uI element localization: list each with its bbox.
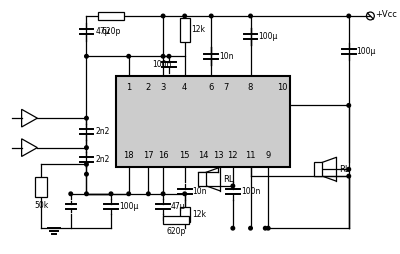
Circle shape bbox=[161, 55, 165, 58]
Text: 6: 6 bbox=[208, 83, 214, 92]
Text: 2n2: 2n2 bbox=[95, 155, 110, 164]
Text: 3: 3 bbox=[160, 83, 166, 92]
Text: 17: 17 bbox=[143, 151, 154, 160]
Circle shape bbox=[69, 192, 72, 196]
Bar bbox=[35, 177, 47, 197]
Text: 10: 10 bbox=[277, 83, 287, 92]
Text: 12k: 12k bbox=[192, 210, 206, 219]
Circle shape bbox=[249, 226, 252, 230]
Text: 14: 14 bbox=[198, 151, 209, 160]
Text: 47µ: 47µ bbox=[171, 202, 186, 211]
Circle shape bbox=[85, 55, 88, 58]
Circle shape bbox=[183, 14, 186, 18]
Circle shape bbox=[347, 174, 350, 178]
Text: 100µ: 100µ bbox=[357, 47, 376, 56]
Text: 12: 12 bbox=[228, 151, 238, 160]
Circle shape bbox=[249, 14, 252, 18]
Text: 12k: 12k bbox=[192, 25, 206, 34]
Circle shape bbox=[85, 116, 88, 120]
Bar bbox=[314, 162, 322, 176]
Circle shape bbox=[264, 226, 267, 230]
Circle shape bbox=[85, 172, 88, 176]
Text: +Vcc: +Vcc bbox=[375, 9, 397, 19]
Circle shape bbox=[161, 192, 165, 196]
Bar bbox=[180, 207, 190, 222]
Circle shape bbox=[161, 14, 165, 18]
Bar bbox=[116, 76, 290, 167]
Circle shape bbox=[167, 55, 171, 58]
Text: 100µ: 100µ bbox=[119, 202, 138, 211]
Text: 7: 7 bbox=[223, 83, 229, 92]
Text: 16: 16 bbox=[158, 151, 168, 160]
Text: 11: 11 bbox=[245, 151, 256, 160]
Text: 1: 1 bbox=[126, 83, 131, 92]
Text: 4: 4 bbox=[182, 83, 187, 92]
Circle shape bbox=[109, 192, 113, 196]
Circle shape bbox=[347, 104, 350, 107]
Circle shape bbox=[347, 167, 350, 171]
Bar bbox=[180, 18, 190, 41]
Text: 50k: 50k bbox=[34, 201, 48, 210]
Text: 9: 9 bbox=[266, 151, 271, 160]
Text: 10n: 10n bbox=[192, 187, 207, 196]
Text: 100µ: 100µ bbox=[258, 32, 278, 41]
Text: 100n: 100n bbox=[241, 187, 260, 196]
Circle shape bbox=[85, 146, 88, 149]
Text: 620p: 620p bbox=[101, 27, 121, 36]
Circle shape bbox=[210, 14, 213, 18]
Circle shape bbox=[85, 192, 88, 196]
Circle shape bbox=[347, 14, 350, 18]
Circle shape bbox=[231, 184, 235, 188]
Text: RL: RL bbox=[339, 165, 350, 174]
Circle shape bbox=[183, 192, 186, 196]
Text: 2: 2 bbox=[146, 83, 151, 92]
Bar bbox=[98, 12, 124, 20]
Text: 10n: 10n bbox=[219, 52, 234, 61]
Bar bbox=[163, 216, 189, 224]
Circle shape bbox=[231, 226, 235, 230]
Circle shape bbox=[146, 192, 150, 196]
Text: 620p: 620p bbox=[166, 227, 186, 236]
Text: 2n2: 2n2 bbox=[95, 128, 110, 136]
Text: 47µ: 47µ bbox=[95, 27, 110, 36]
Text: 18: 18 bbox=[123, 151, 134, 160]
Text: RL: RL bbox=[223, 174, 234, 184]
Bar bbox=[198, 172, 206, 186]
Circle shape bbox=[127, 55, 130, 58]
Text: 13: 13 bbox=[213, 151, 224, 160]
Circle shape bbox=[266, 226, 270, 230]
Text: 100n: 100n bbox=[152, 60, 172, 69]
Text: 15: 15 bbox=[180, 151, 190, 160]
Circle shape bbox=[127, 192, 130, 196]
Text: 8: 8 bbox=[248, 83, 253, 92]
Circle shape bbox=[85, 163, 88, 166]
